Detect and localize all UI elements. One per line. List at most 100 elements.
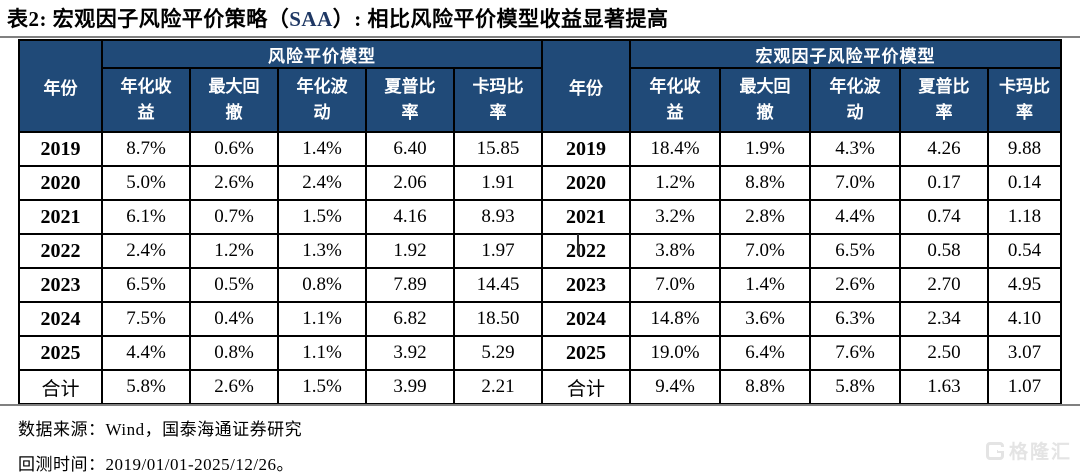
year-cell: 合计 [18,369,103,405]
col-header-sharpe-ratio-left: 夏普比 率 [365,67,455,133]
risk-parity-value-cell: 2.21 [453,369,543,405]
macro-factor-value-cell: 2.8% [719,199,811,235]
risk-parity-value-cell: 6.82 [365,301,455,337]
title-segment-1: 表2: 宏观因子风险平价策略（ [7,7,290,31]
macro-factor-value-cell: 2.34 [899,301,989,337]
macro-factor-value-cell: 5.8% [809,369,901,405]
year-cell: 2023 [541,267,631,303]
risk-parity-value-cell: 0.6% [189,131,279,167]
year-cell: 2022 [18,233,103,269]
macro-factor-value-cell: 0.74 [899,199,989,235]
risk-parity-value-cell: 2.6% [189,369,279,405]
saa-comparison-table: 年份 风险平价模型 年份 宏观因子风险平价模型 年化收 益 最大回 撤 年化波 … [18,39,1063,405]
risk-parity-value-cell: 1.5% [277,199,367,235]
macro-factor-value-cell: 0.17 [899,165,989,201]
risk-parity-value-cell: 0.4% [189,301,279,337]
group-header-risk-parity: 风险平价模型 [101,39,543,69]
year-cell: 2020 [541,165,631,201]
table-row: 合计 5.8% 2.6% 1.5% 3.99 2.21 合计 9.4% 8.8% 5.8% 1.63… [18,369,1063,405]
footer: 数据来源：Wind，国泰海通证券研究 回测时间：2019/01/01-2025/… [18,415,1080,475]
col-header-annual-return-right: 年化收 益 [629,67,721,133]
risk-parity-value-cell: 14.45 [453,267,543,303]
macro-factor-value-cell: 14.8% [629,301,721,337]
col-header-calmar-ratio-left: 卡玛比 率 [453,67,543,133]
risk-parity-value-cell: 0.8% [277,267,367,303]
column-header-row: 年化收 益 最大回 撤 年化波 动 夏普比 率 卡玛比 率 年化收 益 最大回 … [19,67,1063,133]
risk-parity-value-cell: 1.5% [277,369,367,405]
macro-factor-value-cell: 3.8% [629,233,721,269]
risk-parity-value-cell: 1.2% [189,233,279,269]
macro-factor-value-cell: 0.54 [986,233,1063,269]
backtest-period-note: 回测时间：2019/01/01-2025/12/26。 [18,455,295,474]
macro-factor-value-cell: 4.10 [986,301,1063,337]
macro-factor-value-cell: 8.8% [719,369,811,405]
macro-factor-value-cell: 9.4% [629,369,721,405]
table-row: 2024 7.5% 0.4% 1.1% 6.82 18.50 2024 14.8% 3.6% 6.… [18,301,1063,337]
group-header-macro-factor: 宏观因子风险平价模型 [628,39,1063,69]
risk-parity-value-cell: 1.92 [365,233,455,269]
title-highlight-saa: SAA [289,7,333,31]
gelonghui-logo-icon [985,441,1004,460]
table-row: 2022 2.4% 1.2% 1.3% 1.92 1.97 2022 3.8% 7.0% 6.5%… [18,233,1063,269]
year-cell: 2019 [18,131,103,167]
risk-parity-value-cell: 5.29 [453,335,543,371]
year-cell: 合计 [541,369,631,405]
risk-parity-value-cell: 1.1% [277,335,367,371]
watermark-text: 格隆汇 [1008,442,1072,463]
year-cell: 2021 [541,199,631,235]
page-title: 表2: 宏观因子风险平价策略（SAA）: 相比风险平价模型收益显著提高 [0,0,1080,33]
col-header-sharpe-ratio-right: 夏普比 率 [899,67,989,133]
year-cell: 2020 [18,165,103,201]
table-row: 2020 5.0% 2.6% 2.4% 2.06 1.91 2020 1.2% 8.8% 7.0%… [18,165,1063,201]
risk-parity-value-cell: 1.1% [277,301,367,337]
risk-parity-value-cell: 3.99 [365,369,455,405]
risk-parity-value-cell: 2.4% [277,165,367,201]
risk-parity-value-cell: 1.97 [453,233,543,269]
macro-factor-value-cell: 9.88 [986,131,1063,167]
macro-factor-value-cell: 7.0% [809,165,901,201]
macro-factor-value-cell: 1.9% [719,131,811,167]
macro-factor-value-cell: 6.4% [719,335,811,371]
macro-factor-value-cell: 4.4% [809,199,901,235]
macro-factor-value-cell: 4.95 [986,267,1063,303]
risk-parity-value-cell: 3.92 [365,335,455,371]
col-header-annual-volatility-right: 年化波 动 [809,67,901,133]
macro-factor-value-cell: 0.58 [899,233,989,269]
title-segment-2: ）: 相比风险平价模型收益显著提高 [332,7,669,31]
risk-parity-value-cell: 0.8% [189,335,279,371]
text-cursor-artifact [577,234,579,255]
macro-factor-value-cell: 1.4% [719,267,811,303]
year-cell: 2022 [541,233,631,269]
col-header-max-drawdown-left: 最大回 撤 [189,67,279,133]
risk-parity-value-cell: 4.4% [101,335,191,371]
year-cell: 2021 [18,199,103,235]
year-cell: 2025 [541,335,631,371]
macro-factor-value-cell: 1.18 [986,199,1063,235]
year-cell: 2025 [18,335,103,371]
year-cell: 2019 [541,131,631,167]
gelonghui-watermark: 格隆汇 [985,437,1072,464]
risk-parity-value-cell: 4.16 [365,199,455,235]
risk-parity-value-cell: 6.5% [101,267,191,303]
risk-parity-value-cell: 0.5% [189,267,279,303]
macro-factor-value-cell: 7.6% [809,335,901,371]
macro-factor-value-cell: 1.2% [629,165,721,201]
macro-factor-value-cell: 0.14 [986,165,1063,201]
macro-factor-value-cell: 1.07 [986,369,1063,405]
macro-factor-value-cell: 6.3% [809,301,901,337]
risk-parity-value-cell: 15.85 [453,131,543,167]
risk-parity-value-cell: 8.7% [101,131,191,167]
year-cell: 2024 [541,301,631,337]
macro-factor-value-cell: 19.0% [629,335,721,371]
macro-factor-value-cell: 18.4% [629,131,721,167]
risk-parity-value-cell: 7.89 [365,267,455,303]
macro-factor-value-cell: 2.6% [809,267,901,303]
col-header-annual-return-left: 年化收 益 [101,67,191,133]
table-body: 2019 8.7% 0.6% 1.4% 6.40 15.85 2019 18.4% 1.9% 4.… [18,131,1063,405]
year-column-header-left: 年份 [18,39,103,133]
risk-parity-value-cell: 6.1% [101,199,191,235]
col-header-calmar-ratio-right: 卡玛比 率 [986,67,1063,133]
macro-factor-value-cell: 7.0% [719,233,811,269]
macro-factor-value-cell: 4.26 [899,131,989,167]
macro-factor-value-cell: 6.5% [809,233,901,269]
